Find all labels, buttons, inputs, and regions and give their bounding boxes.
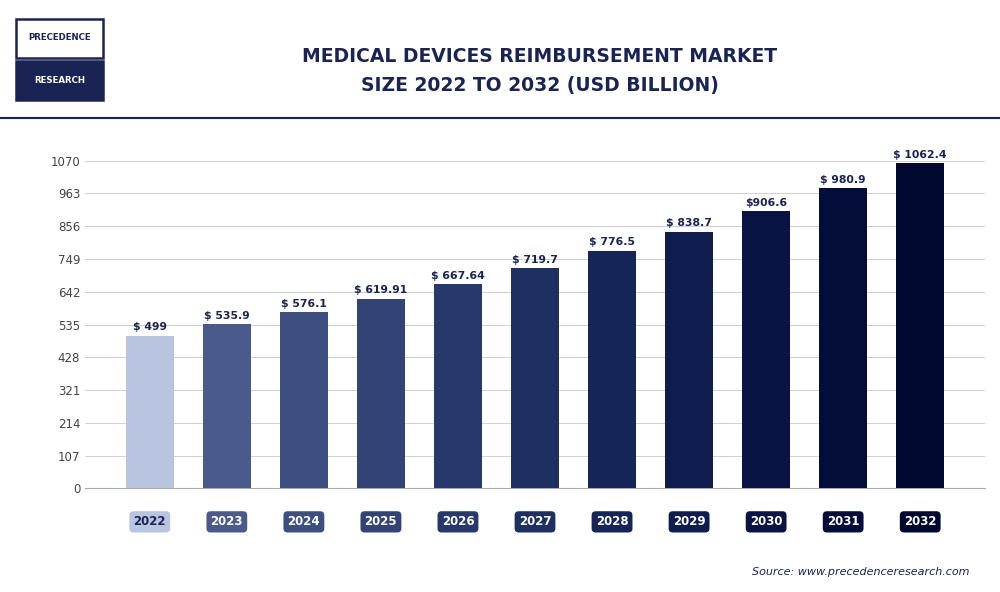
Text: 2028: 2028 [596, 516, 628, 529]
Bar [16, 19, 103, 57]
Bar [896, 163, 944, 488]
Text: $ 719.7: $ 719.7 [512, 255, 558, 265]
Bar [511, 268, 559, 488]
Text: $ 535.9: $ 535.9 [204, 311, 250, 321]
Bar [203, 324, 251, 488]
Text: 2032: 2032 [904, 516, 936, 529]
Text: 2027: 2027 [519, 516, 551, 529]
Text: 2029: 2029 [673, 516, 705, 529]
Text: SIZE 2022 TO 2032 (USD BILLION): SIZE 2022 TO 2032 (USD BILLION) [361, 76, 719, 95]
Text: 2025: 2025 [365, 516, 397, 529]
Text: $ 667.64: $ 667.64 [431, 271, 485, 281]
Bar [588, 250, 636, 488]
Text: 2030: 2030 [750, 516, 782, 529]
Bar [126, 336, 174, 488]
Text: RESEARCH: RESEARCH [34, 76, 85, 85]
Text: $ 1062.4: $ 1062.4 [893, 150, 947, 160]
Text: 2026: 2026 [442, 516, 474, 529]
Bar [16, 62, 103, 100]
Bar [434, 284, 482, 488]
Text: $ 619.91: $ 619.91 [354, 285, 408, 295]
Text: Source: www.precedenceresearch.com: Source: www.precedenceresearch.com [753, 567, 970, 577]
Text: 2031: 2031 [827, 516, 859, 529]
Text: PRECEDENCE: PRECEDENCE [28, 33, 91, 43]
Text: $ 980.9: $ 980.9 [820, 175, 866, 185]
Bar [280, 312, 328, 488]
Bar [742, 211, 790, 488]
Text: MEDICAL DEVICES REIMBURSEMENT MARKET: MEDICAL DEVICES REIMBURSEMENT MARKET [302, 47, 778, 66]
Text: $906.6: $906.6 [745, 198, 787, 208]
Text: $ 776.5: $ 776.5 [589, 237, 635, 247]
Text: $ 576.1: $ 576.1 [281, 299, 327, 309]
Bar [357, 298, 405, 488]
Text: 2022: 2022 [134, 516, 166, 529]
Text: $ 838.7: $ 838.7 [666, 218, 712, 229]
Bar [665, 231, 713, 488]
Text: 2024: 2024 [288, 516, 320, 529]
Text: 2023: 2023 [211, 516, 243, 529]
Bar [819, 188, 867, 488]
Text: $ 499: $ 499 [133, 323, 167, 333]
